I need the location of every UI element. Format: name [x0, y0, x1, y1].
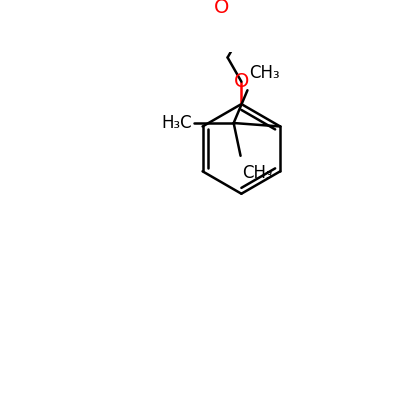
Text: O: O	[214, 0, 229, 17]
Text: CH₃: CH₃	[249, 64, 280, 82]
Text: O: O	[234, 72, 249, 91]
Text: H₃C: H₃C	[162, 114, 192, 132]
Text: CH₃: CH₃	[242, 164, 273, 182]
